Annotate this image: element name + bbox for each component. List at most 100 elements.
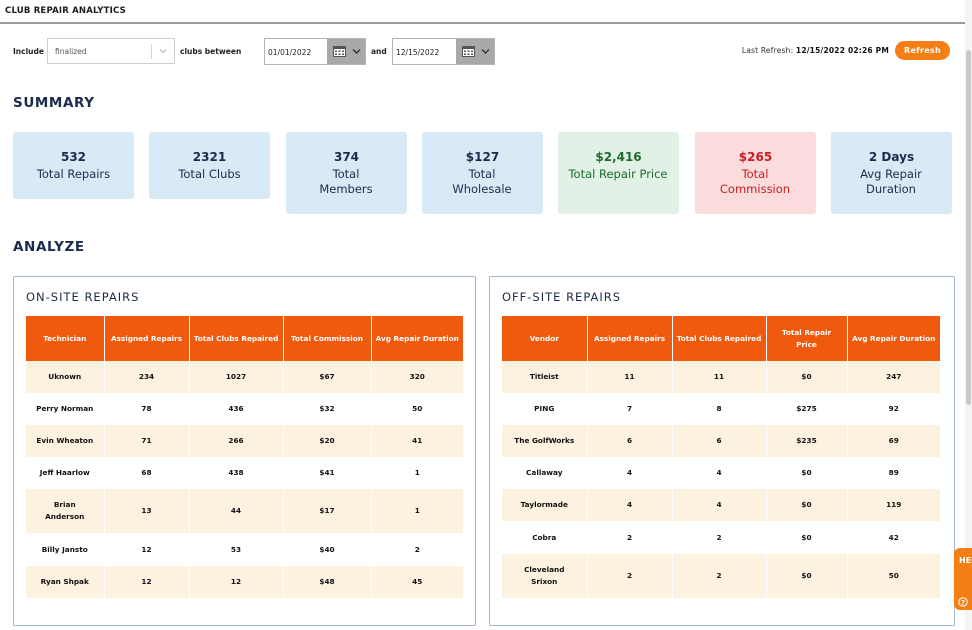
column-header-total-clubs-repaired[interactable]: Total Clubs Repaired (189, 316, 284, 361)
card-value: 532 (60, 150, 87, 164)
assigned-repairs-cell: 2 (587, 554, 673, 598)
end-date-picker-button[interactable] (456, 39, 494, 64)
table-row: Jeff Haarlow 68 438 $41 1 (26, 457, 463, 489)
last-refresh: Last Refresh: 12/15/2022 02:26 PM (742, 46, 889, 55)
card-label: Avg Repair Duration (860, 167, 922, 196)
vendor-cell: Cobra (502, 521, 588, 554)
avg-duration-cell: 119 (847, 489, 940, 521)
total-clubs-cell: 4 (672, 457, 767, 489)
card-value: 2321 (192, 150, 227, 164)
column-header-total-commission[interactable]: Total Commission (283, 316, 372, 361)
total-clubs-cell: 438 (189, 457, 284, 489)
total-repair-price-cell: $0 (766, 489, 848, 521)
assigned-repairs-cell: 2 (587, 521, 673, 554)
total-clubs-cell: 4 (672, 489, 767, 521)
technician-cell: Billy Jansto (26, 533, 105, 566)
column-header-assigned-repairs[interactable]: Assigned Repairs (104, 316, 190, 361)
technician-cell: Perry Norman (26, 393, 105, 425)
assigned-repairs-cell: 12 (104, 566, 190, 598)
table-row: Perry Norman 78 436 $32 50 (26, 393, 463, 425)
avg-duration-cell: 50 (371, 393, 463, 425)
card-value: 374 (333, 150, 360, 164)
summary-card-total-wholesale: $127 Total Wholesale (422, 132, 543, 214)
table-row: The GolfWorks 6 6 $235 69 (502, 425, 940, 457)
summary-card-total-members: 374 Total Members (286, 132, 407, 214)
avg-duration-cell: 2 (371, 533, 463, 566)
start-date-picker-button[interactable] (327, 39, 365, 64)
onsite-repairs-table: Technician Assigned Repairs Total Clubs … (26, 316, 463, 598)
column-header-avg-repair-duration[interactable]: Avg Repair Duration (847, 316, 940, 361)
table-row: Cobra 2 2 $0 42 (502, 521, 940, 554)
avg-duration-cell: 92 (847, 393, 940, 425)
column-header-vendor[interactable]: Vendor (502, 316, 588, 361)
total-commission-cell: $40 (283, 533, 372, 566)
vendor-cell: Taylormade (502, 489, 588, 521)
page-title: CLUB REPAIR ANALYTICS (5, 6, 126, 16)
assigned-repairs-cell: 71 (104, 425, 190, 457)
table-row: Uknown 234 1027 $67 320 (26, 361, 463, 393)
calendar-icon (462, 46, 475, 57)
column-header-avg-repair-duration[interactable]: Avg Repair Duration (371, 316, 463, 361)
refresh-button[interactable]: Refresh (895, 41, 950, 60)
table-row: Cleveland Srixon 2 2 $0 50 (502, 554, 940, 598)
table-row: Taylormade 4 4 $0 119 (502, 489, 940, 521)
top-bar: CLUB REPAIR ANALYTICS (0, 0, 965, 24)
total-commission-cell: $20 (283, 425, 372, 457)
offsite-repairs-panel: OFF-SITE REPAIRS Vendor Assigned Repairs… (489, 276, 955, 626)
total-clubs-cell: 266 (189, 425, 284, 457)
avg-duration-cell: 89 (847, 457, 940, 489)
onsite-repairs-panel: ON-SITE REPAIRS Technician Assigned Repa… (13, 276, 476, 626)
table-row: Billy Jansto 12 53 $40 2 (26, 533, 463, 566)
include-label: Include (13, 47, 44, 56)
technician-cell: Uknown (26, 361, 105, 393)
column-header-total-clubs-repaired[interactable]: Total Clubs Repaired (672, 316, 767, 361)
scrollbar-thumb[interactable] (966, 50, 971, 405)
total-commission-cell: $67 (283, 361, 372, 393)
table-row: Ryan Shpak 12 12 $48 45 (26, 566, 463, 598)
status-select[interactable]: finalized (47, 38, 175, 64)
chevron-down-icon (352, 49, 361, 54)
assigned-repairs-cell: 7 (587, 393, 673, 425)
total-commission-cell: $17 (283, 489, 372, 533)
question-mark-icon: ? (958, 597, 968, 607)
total-clubs-cell: 1027 (189, 361, 284, 393)
total-clubs-cell: 2 (672, 521, 767, 554)
help-label: HELP (959, 556, 972, 565)
onsite-repairs-title: ON-SITE REPAIRS (26, 290, 140, 304)
technician-cell: Brian Anderson (26, 489, 105, 533)
summary-card-total-commission: $265 Total Commission (695, 132, 816, 214)
start-date-field[interactable]: 01/01/2022 (264, 38, 366, 65)
column-header-assigned-repairs[interactable]: Assigned Repairs (587, 316, 673, 361)
last-refresh-label: Last Refresh: (741, 46, 794, 55)
avg-duration-cell: 41 (371, 425, 463, 457)
end-date-field[interactable]: 12/15/2022 (392, 38, 495, 65)
column-header-technician[interactable]: Technician (26, 316, 105, 361)
card-label: Total Repairs (36, 167, 111, 181)
assigned-repairs-cell: 78 (104, 393, 190, 425)
card-value: $265 (738, 150, 773, 164)
vendor-cell: PING (502, 393, 588, 425)
table-row: Evin Wheaton 71 266 $20 41 (26, 425, 463, 457)
assigned-repairs-cell: 11 (587, 361, 673, 393)
total-commission-cell: $48 (283, 566, 372, 598)
total-repair-price-cell: $0 (766, 521, 848, 554)
total-clubs-cell: 6 (672, 425, 767, 457)
status-select-value: finalized (55, 47, 87, 56)
assigned-repairs-cell: 4 (587, 457, 673, 489)
column-header-total-repair-price[interactable]: Total Repair Price (766, 316, 848, 361)
summary-heading: SUMMARY (13, 95, 95, 111)
select-divider (151, 44, 152, 59)
total-repair-price-cell: $0 (766, 457, 848, 489)
total-clubs-cell: 44 (189, 489, 284, 533)
chevron-down-icon (159, 49, 167, 54)
summary-card-avg-repair-duration: 2 Days Avg Repair Duration (831, 132, 952, 214)
technician-cell: Ryan Shpak (26, 566, 105, 598)
vendor-cell: Cleveland Srixon (502, 554, 588, 598)
card-label: Total Members (319, 167, 373, 196)
total-clubs-cell: 8 (672, 393, 767, 425)
total-repair-price-cell: $275 (766, 393, 848, 425)
help-button[interactable]: HELP ? (954, 548, 972, 610)
assigned-repairs-cell: 12 (104, 533, 190, 566)
card-label: Total Clubs (178, 167, 241, 181)
